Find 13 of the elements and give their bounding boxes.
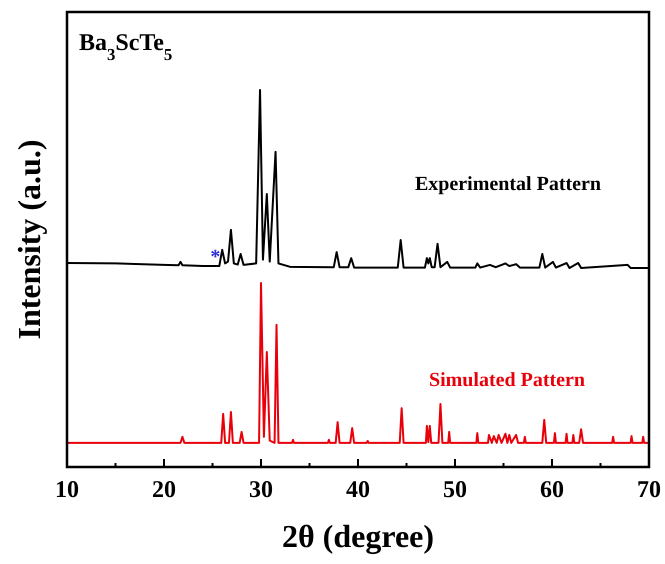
x-tick-label: 30 — [249, 477, 273, 503]
x-tick-label: 20 — [152, 477, 176, 503]
x-tick-label: 70 — [637, 477, 661, 503]
y-axis-title: Intensity (a.u.) — [11, 139, 47, 340]
x-tick-label: 60 — [540, 477, 564, 503]
x-tick-label: 50 — [443, 477, 467, 503]
series-label: Simulated Pattern — [428, 369, 586, 391]
x-tick-label: 10 — [55, 477, 79, 503]
text: Experimental Pattern — [414, 173, 602, 195]
annotation: * — [210, 246, 220, 268]
x-tick-label: 40 — [346, 477, 370, 503]
chart-title: Ba$_{3}$ScTe$_{5}$ — [79, 30, 172, 64]
x-axis-title: 2θ (degree) — [282, 518, 434, 555]
